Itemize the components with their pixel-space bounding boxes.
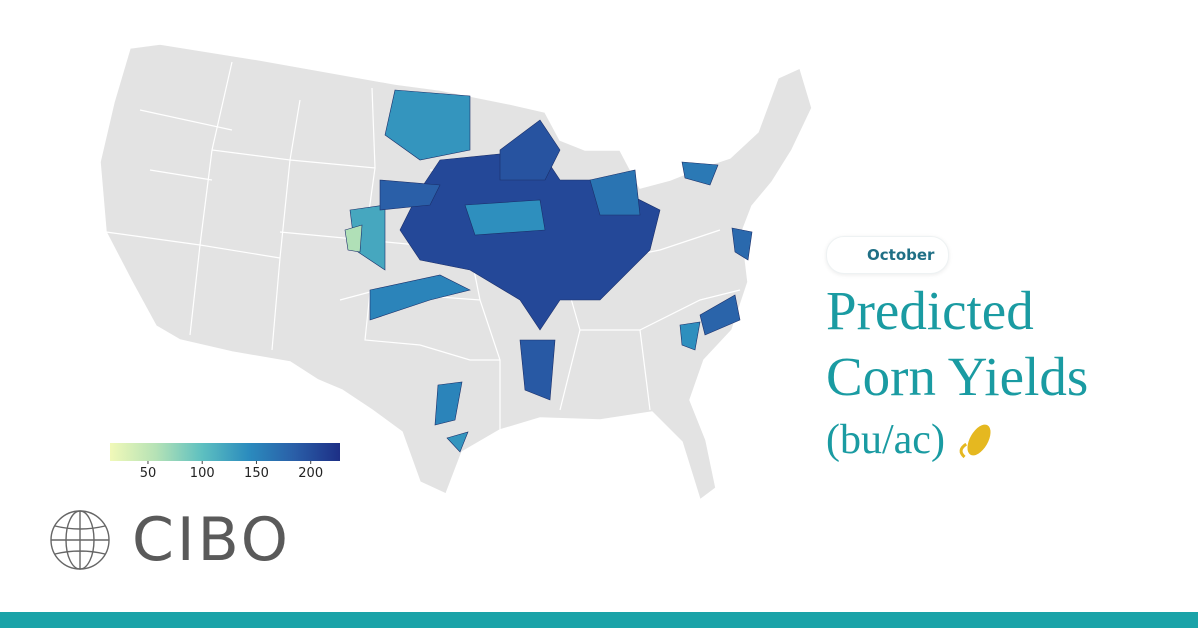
region: [379, 179, 441, 211]
region: [499, 119, 561, 181]
region: [681, 161, 719, 186]
colorbar-tick-label: 200: [298, 466, 323, 481]
month-badge: October: [826, 236, 950, 274]
region: [589, 169, 641, 216]
region: [446, 431, 469, 453]
region: [369, 274, 471, 321]
region: [699, 294, 741, 336]
region: [344, 224, 363, 253]
region: [731, 227, 753, 261]
region: [434, 381, 463, 426]
title: Predicted Corn Yields: [826, 280, 1089, 407]
logo-text: CIBO: [132, 505, 291, 575]
logo-icon: [50, 510, 110, 570]
state-borders: [105, 61, 741, 430]
colorbar-tick-label: 50: [140, 466, 157, 481]
region: [464, 199, 546, 236]
county-groups: [344, 89, 753, 453]
region: [384, 89, 471, 161]
corn-icon: [959, 424, 991, 459]
footer-stripe: [0, 612, 1198, 628]
colorbar: [110, 443, 340, 461]
unit-label: (bu/ac): [826, 417, 945, 463]
colorbar-tick-label: 150: [244, 466, 269, 481]
colorbar-ticks: 50 100 150 200: [140, 461, 323, 481]
region: [519, 339, 556, 401]
colorbar-tick-label: 100: [190, 466, 215, 481]
region: [679, 321, 701, 351]
